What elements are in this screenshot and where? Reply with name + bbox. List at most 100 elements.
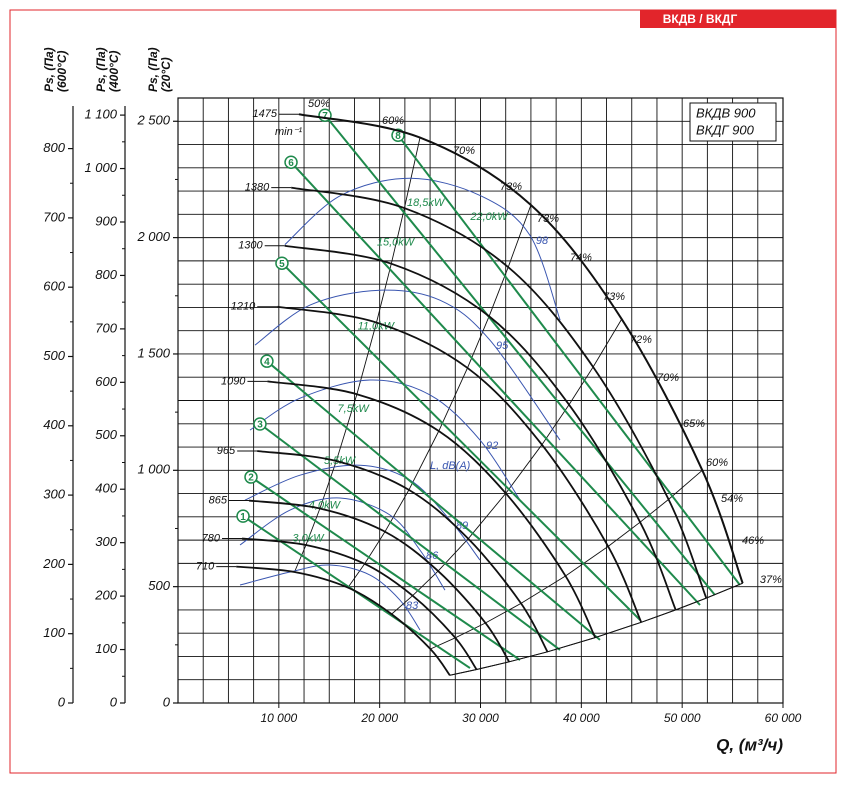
power-label: 22,0kW: [469, 211, 509, 223]
y-tick-label: 400: [95, 481, 117, 496]
y-tick-label: 700: [95, 320, 117, 335]
noise-label: 98: [536, 235, 549, 247]
y-axis-title-sub: (600°C): [55, 51, 69, 92]
x-axis-title: Q, (м³/ч): [716, 735, 783, 754]
speed-curve: [248, 499, 510, 663]
noise-unit: L, dB(A): [430, 460, 471, 472]
y-tick-label: 600: [95, 374, 117, 389]
iso-line: [449, 582, 743, 676]
x-tick-label: 10 000: [260, 711, 297, 725]
noise-curve: [249, 379, 521, 501]
y-tick-label: 2 000: [136, 229, 170, 244]
efficiency-label: 50%: [308, 98, 330, 110]
efficiency-label: 46%: [742, 535, 764, 547]
iso-line: [391, 318, 623, 615]
noise-curve: [284, 177, 561, 321]
y-tick-label: 0: [110, 694, 118, 709]
y-tick-label: 900: [95, 213, 117, 228]
power-line: [259, 423, 561, 651]
speed-label: 865: [209, 494, 228, 506]
motor-circle: [284, 155, 298, 169]
power-label: 3,0kW: [292, 532, 325, 544]
y-tick-label: 300: [43, 487, 65, 502]
tag-bg: [640, 10, 836, 28]
y-tick-label: 1 100: [84, 107, 117, 122]
noise-curve: [254, 289, 561, 441]
speed-curve: [241, 537, 478, 670]
efficiency-label: 54%: [721, 493, 743, 505]
y-tick-label: 1 500: [137, 345, 170, 360]
y-tick-label: 300: [95, 534, 117, 549]
motor-circle: [260, 354, 274, 368]
y-tick-label: 200: [94, 588, 117, 603]
power-line: [290, 161, 701, 606]
efficiency-label: 73%: [603, 291, 625, 303]
efficiency-label: 70%: [657, 372, 679, 384]
motor-circle: [244, 470, 258, 484]
speed-unit: min⁻¹: [275, 126, 303, 138]
y-tick-label: 1 000: [84, 160, 117, 175]
noise-label: 95: [496, 340, 509, 352]
y-axis-title: Ps, (Па) (400°C): [94, 47, 121, 92]
power-line: [266, 360, 601, 641]
speed-curve: [284, 244, 677, 611]
y-tick-label: 100: [95, 641, 117, 656]
y-tick-label: 500: [43, 348, 65, 363]
speed-label: 965: [217, 445, 236, 457]
y-axis-title-sub: (400°C): [107, 51, 121, 92]
motor-circle: [253, 417, 267, 431]
speed-label: 1210: [231, 301, 256, 313]
motor-circle: [275, 256, 289, 270]
y-axis-title-sub: (20°C): [159, 57, 173, 92]
power-label: 11,0kW: [358, 320, 396, 332]
speed-curve: [236, 565, 451, 676]
motor-number: 2: [248, 473, 254, 484]
speed-curve: [298, 113, 744, 584]
motor-number: 1: [240, 512, 246, 523]
speed-curve: [291, 186, 708, 599]
legend-box: [689, 102, 777, 142]
iso-line: [430, 469, 703, 650]
x-tick-label: 60 000: [765, 711, 802, 725]
speed-label: 1090: [221, 375, 246, 387]
boundary-line: [449, 582, 743, 676]
motor-number: 3: [257, 420, 263, 431]
motor-number: 7: [322, 111, 328, 122]
y-tick-label: 600: [43, 279, 65, 294]
speed-label: 1380: [245, 181, 270, 193]
noise-curve: [244, 464, 481, 561]
y-tick-label: 200: [42, 556, 65, 571]
motor-number: 8: [395, 131, 401, 142]
y-tick-label: 1 000: [137, 462, 170, 477]
legend-entry: ВКДВ 900: [696, 105, 756, 120]
speed-curve: [257, 450, 549, 653]
y-tick-label: 0: [58, 694, 66, 709]
motor-number: 5: [279, 259, 285, 270]
efficiency-label: 60%: [706, 457, 728, 469]
motor-circle: [236, 509, 250, 523]
y-tick-label: 500: [148, 578, 170, 593]
y-tick-label: 2 500: [136, 113, 170, 128]
speed-label: 780: [202, 532, 221, 544]
speed-curve: [277, 305, 643, 623]
efficiency-label: 65%: [683, 418, 705, 430]
power-line: [250, 476, 521, 661]
efficiency-label: 37%: [760, 574, 782, 586]
efficiency-label: 74%: [570, 252, 592, 264]
noise-label: 83: [406, 600, 419, 612]
speed-label: 710: [196, 561, 215, 573]
noise-label: 86: [426, 550, 439, 562]
x-tick-label: 30 000: [462, 711, 499, 725]
efficiency-label: 73%: [500, 181, 522, 193]
x-tick-label: 40 000: [563, 711, 600, 725]
motor-number: 4: [264, 357, 270, 368]
power-label: 15,0kW: [377, 237, 416, 249]
y-tick-label: 800: [43, 140, 65, 155]
y-tick-label: 700: [43, 209, 65, 224]
y-tick-label: 100: [43, 625, 65, 640]
y-axis-title-text: Ps, (Па): [94, 47, 108, 92]
noise-curve: [239, 564, 421, 631]
x-tick-label: 20 000: [360, 711, 398, 725]
efficiency-label: 60%: [382, 115, 404, 127]
